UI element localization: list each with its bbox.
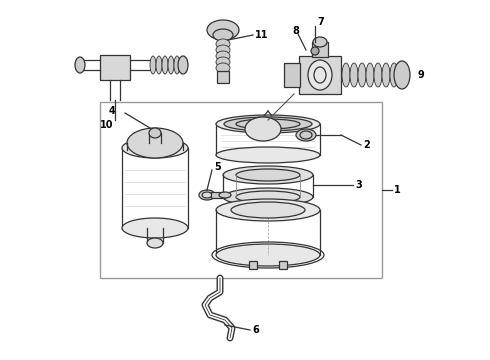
- Bar: [211, 192, 225, 198]
- Ellipse shape: [122, 138, 188, 158]
- Ellipse shape: [313, 37, 327, 47]
- Ellipse shape: [342, 63, 350, 87]
- Text: 9: 9: [417, 70, 424, 80]
- Ellipse shape: [127, 128, 183, 158]
- Bar: [312, 42, 328, 57]
- Text: 8: 8: [292, 26, 299, 36]
- Text: 10: 10: [100, 120, 114, 130]
- Ellipse shape: [308, 60, 332, 90]
- Ellipse shape: [296, 129, 316, 141]
- Ellipse shape: [216, 39, 230, 49]
- Ellipse shape: [168, 56, 174, 74]
- Ellipse shape: [149, 128, 161, 138]
- Ellipse shape: [75, 57, 85, 73]
- Bar: [249, 261, 257, 269]
- Ellipse shape: [219, 192, 231, 198]
- Ellipse shape: [147, 238, 163, 248]
- Ellipse shape: [216, 244, 320, 266]
- Ellipse shape: [199, 190, 215, 200]
- Ellipse shape: [174, 56, 180, 74]
- Bar: [217, 71, 229, 83]
- Ellipse shape: [216, 147, 320, 163]
- Ellipse shape: [311, 47, 319, 55]
- Ellipse shape: [156, 56, 162, 74]
- Text: 11: 11: [255, 30, 269, 40]
- Ellipse shape: [216, 51, 230, 61]
- Ellipse shape: [366, 63, 374, 87]
- Ellipse shape: [236, 169, 300, 181]
- Ellipse shape: [223, 166, 313, 184]
- Ellipse shape: [216, 115, 320, 133]
- Ellipse shape: [394, 61, 410, 89]
- Ellipse shape: [122, 218, 188, 238]
- Ellipse shape: [216, 57, 230, 67]
- Text: 6: 6: [252, 325, 259, 335]
- Ellipse shape: [390, 63, 398, 87]
- Bar: [299, 56, 341, 94]
- Text: 1: 1: [394, 185, 401, 195]
- Ellipse shape: [231, 202, 305, 218]
- Bar: [100, 55, 130, 80]
- Ellipse shape: [374, 63, 382, 87]
- Ellipse shape: [223, 188, 313, 206]
- Ellipse shape: [150, 56, 156, 74]
- Ellipse shape: [207, 20, 239, 40]
- Ellipse shape: [178, 56, 188, 74]
- Ellipse shape: [216, 199, 320, 221]
- Ellipse shape: [245, 117, 281, 141]
- Text: 5: 5: [214, 162, 221, 172]
- Ellipse shape: [216, 63, 230, 73]
- Text: 7: 7: [317, 17, 324, 27]
- Ellipse shape: [350, 63, 358, 87]
- Bar: [100, 102, 382, 278]
- Ellipse shape: [224, 117, 312, 131]
- Ellipse shape: [216, 45, 230, 55]
- Ellipse shape: [162, 56, 168, 74]
- Text: 3: 3: [355, 180, 362, 190]
- Bar: [284, 63, 300, 87]
- Ellipse shape: [382, 63, 390, 87]
- Ellipse shape: [213, 29, 233, 41]
- Ellipse shape: [358, 63, 366, 87]
- Text: 2: 2: [363, 140, 370, 150]
- Bar: [279, 261, 287, 269]
- Text: 4: 4: [108, 106, 115, 116]
